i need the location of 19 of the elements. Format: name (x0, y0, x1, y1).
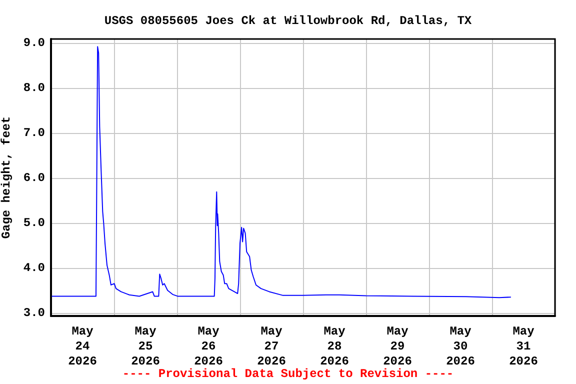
y-tick-label: 6.0 (23, 170, 45, 185)
x-tick-label: May 31 2026 (509, 324, 538, 368)
x-tick-label: May 27 2026 (257, 324, 286, 368)
y-tick-label: 8.0 (23, 81, 45, 96)
x-tick-label: May 25 2026 (131, 324, 160, 368)
chart-title: USGS 08055605 Joes Ck at Willowbrook Rd, Dallas, TX (104, 14, 472, 28)
x-tick-label: May 24 2026 (68, 324, 97, 368)
line-series (50, 46, 512, 298)
y-axis-title: Gage height, feet (0, 116, 14, 239)
y-tick-label: 9.0 (23, 36, 45, 50)
x-tick-label: May 26 2026 (194, 324, 223, 368)
y-tick-label: 7.0 (23, 126, 45, 140)
y-tick-label: 5.0 (23, 216, 45, 230)
y-tick-label: 3.0 (23, 306, 45, 320)
text: ---- Provisional Data Subject to Revision ---- (122, 367, 454, 381)
x-tick-label: May 29 2026 (383, 324, 412, 368)
x-tick-label: May 28 2026 (320, 324, 349, 368)
y-tick-label: 4.0 (23, 260, 45, 275)
x-tick-label: May 30 2026 (446, 324, 475, 368)
